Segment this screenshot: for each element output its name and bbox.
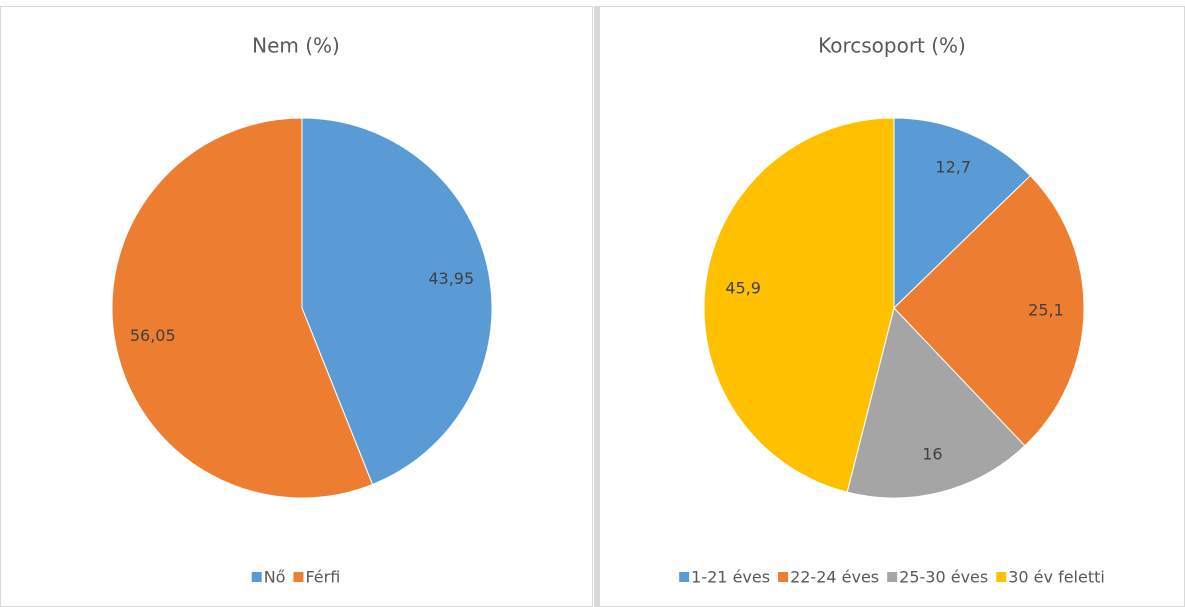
legend-label: 1-21 éves [691, 568, 770, 587]
pie-slice [703, 117, 895, 493]
pie-slice [846, 306, 1026, 499]
chart-title: Korcsoport (%) [818, 34, 966, 58]
legend-label: 22-24 éves [790, 568, 879, 587]
legend-swatch [251, 572, 262, 582]
pie-slice [893, 174, 1085, 447]
data-label: 25,1 [1028, 301, 1064, 320]
legend-label: Férfi [305, 568, 340, 587]
data-label: 16 [922, 445, 942, 464]
legend-swatch [996, 572, 1007, 582]
legend-label: 25-30 éves [899, 568, 988, 587]
chart-title: Nem (%) [252, 34, 340, 58]
data-label: 12,7 [935, 158, 971, 177]
legend-swatch [293, 572, 304, 582]
legend-swatch [887, 572, 898, 582]
legend-label: Nő [264, 568, 286, 587]
data-label: 56,05 [130, 326, 176, 345]
legend-swatch [778, 572, 789, 582]
panel-separator [594, 6, 599, 607]
legend-label: 30 év feletti [1008, 568, 1105, 587]
pie-slice [111, 117, 374, 499]
legend-swatch [679, 572, 690, 582]
data-label: 45,9 [725, 279, 761, 298]
data-label: 43,95 [428, 269, 474, 288]
pie-slice [301, 117, 493, 486]
pie-slice [893, 117, 1032, 310]
